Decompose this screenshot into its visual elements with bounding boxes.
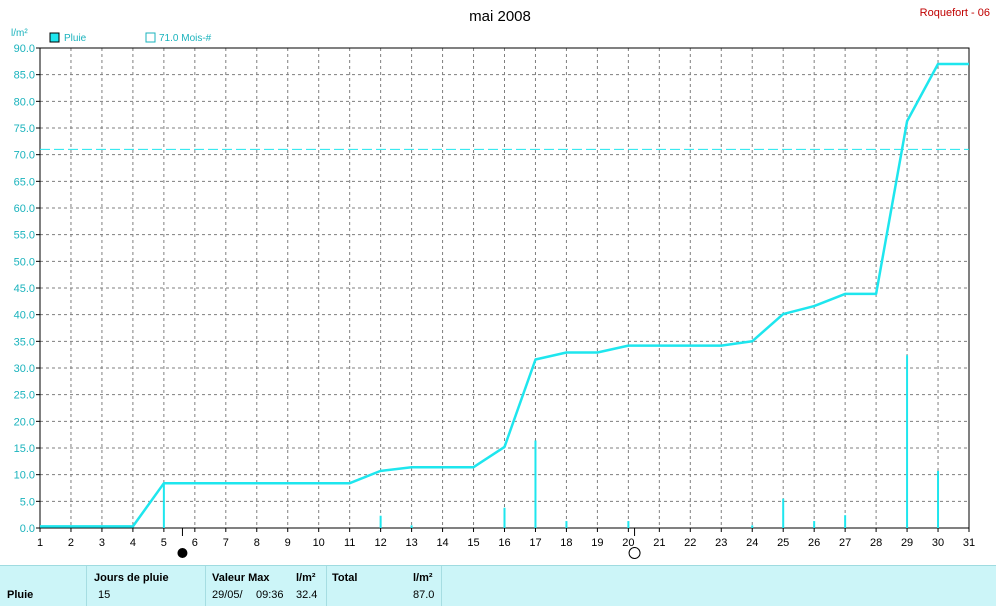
legend-pluie-marker — [49, 32, 60, 43]
x-tick-label: 15 — [467, 537, 479, 549]
header-max-value: Valeur Max — [212, 572, 270, 584]
x-tick-label: 8 — [254, 537, 260, 549]
x-tick-label: 25 — [777, 537, 789, 549]
y-tick-label: 25.0 — [14, 390, 35, 402]
x-tick-label: 23 — [715, 537, 727, 549]
x-tick-label: 2 — [68, 537, 74, 549]
x-tick-label: 27 — [839, 537, 851, 549]
rain-days-value: 15 — [98, 589, 111, 601]
max-date: 29/05/ — [212, 589, 243, 601]
y-tick-label: 45.0 — [14, 283, 35, 295]
header-total: Total — [332, 572, 358, 584]
y-tick-label: 70.0 — [14, 150, 35, 162]
y-tick-label: 55.0 — [14, 230, 35, 242]
y-tick-label: 35.0 — [14, 336, 35, 348]
x-tick-label: 1 — [37, 537, 43, 549]
legend-pluie-label: Pluie — [64, 33, 87, 44]
table-divider — [441, 566, 442, 606]
cumulative-line — [40, 62, 969, 528]
x-tick-label: 24 — [746, 537, 758, 549]
y-tick-label: 75.0 — [14, 123, 35, 135]
y-tick-label: 15.0 — [14, 443, 35, 455]
x-tick-label: 13 — [405, 537, 417, 549]
x-tick-label: 31 — [963, 537, 975, 549]
moon-phase-markers — [177, 528, 641, 559]
x-tick-label: 6 — [192, 537, 198, 549]
x-tick-label: 17 — [529, 537, 541, 549]
y-tick-label: 65.0 — [14, 176, 35, 188]
header-max-unit: l/m² — [296, 572, 316, 584]
new-moon-icon — [177, 548, 188, 558]
chart-title: mai 2008 — [469, 8, 531, 25]
full-moon-icon — [628, 547, 641, 559]
x-tick-label: 11 — [344, 537, 355, 549]
y-tick-label: 10.0 — [14, 470, 35, 482]
x-tick-label: 30 — [932, 537, 944, 549]
x-tick-label: 20 — [622, 537, 634, 549]
table-divider — [86, 566, 87, 606]
x-tick-label: 3 — [99, 537, 105, 549]
x-tick-label: 5 — [161, 537, 167, 549]
daily-rain-bars — [162, 355, 940, 528]
y-axis-label: l/m² — [11, 28, 28, 39]
header-rain-days: Jours de pluie — [94, 572, 169, 584]
x-tick-label: 10 — [313, 537, 325, 549]
x-tick-label: 21 — [653, 537, 665, 549]
header-total-unit: l/m² — [413, 572, 433, 584]
y-tick-label: 90.0 — [14, 43, 35, 55]
total-value: 87.0 — [413, 589, 435, 601]
y-tick-label: 50.0 — [14, 256, 35, 268]
x-tick-label: 12 — [375, 537, 387, 549]
x-tick-label: 16 — [498, 537, 510, 549]
y-tick-label: 30.0 — [14, 363, 35, 375]
row-label: Pluie — [7, 589, 34, 601]
grid-lines — [40, 48, 969, 528]
x-tick-label: 19 — [591, 537, 603, 549]
x-tick-label: 26 — [808, 537, 820, 549]
table-divider — [326, 566, 327, 606]
x-tick-label: 28 — [870, 537, 882, 549]
x-axis-ticks: 1 2 3 4 5 6 7 8 9 10 11 12 13 14 15 16 17 18 19 20 21 22 23 24 2… — [37, 528, 975, 549]
y-axis-ticks: 0.0 5.0 10.0 15.0 20.0 25.0 30.0 35.0 40.0 45.0 50… — [14, 43, 40, 535]
x-tick-label: 9 — [285, 537, 291, 549]
y-tick-label: 5.0 — [20, 496, 35, 508]
y-tick-label: 40.0 — [14, 310, 35, 322]
x-tick-label: 18 — [560, 537, 572, 549]
y-tick-label: 80.0 — [14, 96, 35, 108]
rain-chart: mai 2008 Roquefort - 06 l/m² Pluie 71.0 … — [11, 7, 990, 559]
x-tick-label: 14 — [436, 537, 448, 549]
cumulative-rain-line — [40, 62, 969, 528]
x-tick-label: 4 — [130, 537, 136, 549]
station-name: Roquefort - 06 — [920, 7, 990, 19]
x-tick-label: 7 — [223, 537, 229, 549]
table-divider — [205, 566, 206, 606]
y-tick-label: 60.0 — [14, 203, 35, 215]
x-tick-label: 29 — [901, 537, 913, 549]
y-tick-label: 85.0 — [14, 70, 35, 82]
max-value: 32.4 — [296, 589, 318, 601]
summary-table: Pluie Jours de pluie 15 Valeur Max l/m² … — [0, 565, 996, 606]
legend-reference-marker — [145, 32, 156, 43]
x-tick-label: 22 — [684, 537, 696, 549]
y-tick-label: 20.0 — [14, 416, 35, 428]
legend-reference-label: 71.0 Mois-# — [159, 33, 212, 44]
y-tick-label: 0.0 — [20, 523, 35, 535]
max-time: 09:36 — [256, 589, 284, 601]
